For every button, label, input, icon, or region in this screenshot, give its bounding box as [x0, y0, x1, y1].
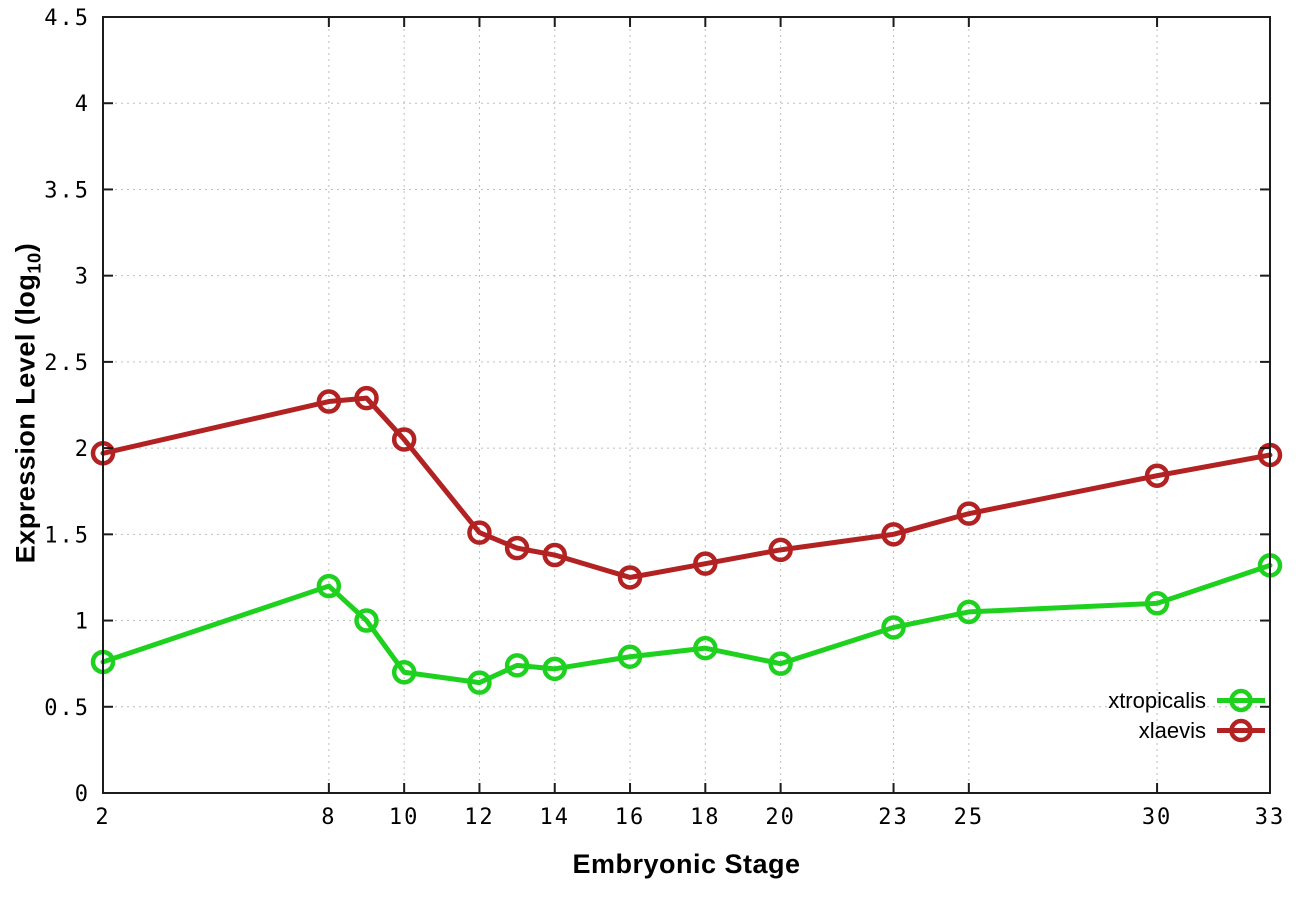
data-point-xtropicalis-stage-12 — [467, 670, 492, 695]
data-point-xtropicalis-stage-14 — [542, 656, 567, 682]
x-tick-label: 14 — [539, 805, 570, 830]
legend: xtropicalis xlaevis — [1108, 686, 1266, 745]
tick-labels: 2 8 10 12 14 16 18 20 23 25 30 33 0 0.5 1 1.5 2 2.5 3 3.5 4 4… — [44, 6, 1286, 830]
series-line-xtropicalis — [100, 562, 1273, 686]
data-point-xlaevis-stage-13 — [504, 535, 530, 561]
data-point-xtropicalis-stage-30 — [1144, 591, 1170, 616]
data-point-xtropicalis-stage-25 — [956, 599, 982, 625]
x-tick-label: 30 — [1142, 805, 1173, 830]
y-tick-label: 0 — [75, 782, 90, 807]
y-axis-title-post: ) — [10, 242, 41, 253]
y-tick-label: 0.5 — [44, 696, 90, 721]
data-point-xtropicalis-stage-16 — [617, 644, 643, 670]
y-tick-label: 4.5 — [44, 6, 90, 31]
legend-label-xtropicalis: xtropicalis — [1108, 687, 1206, 713]
data-point-xlaevis-stage-20 — [768, 537, 793, 563]
x-tick-label: 8 — [321, 805, 336, 830]
x-tick-label: 20 — [765, 805, 796, 830]
data-point-xtropicalis-stage-20 — [768, 651, 793, 676]
y-tick-label: 2 — [75, 437, 90, 462]
x-tick-label: 16 — [615, 805, 646, 830]
y-axis-title-subscript: 10 — [23, 252, 45, 274]
legend-line-marker-icon — [1217, 688, 1265, 713]
data-point-xtropicalis-stage-13 — [504, 653, 530, 678]
x-tick-label: 25 — [954, 805, 985, 830]
data-point-xtropicalis-stage-8 — [316, 573, 342, 599]
x-tick-label: 12 — [464, 805, 495, 830]
data-point-xlaevis-stage-14 — [542, 542, 567, 568]
data-point-xtropicalis-stage-23 — [881, 615, 906, 640]
data-point-xlaevis-stage-10 — [391, 427, 417, 452]
data-point-xlaevis-stage-12 — [467, 520, 492, 545]
legend-label-xlaevis: xlaevis — [1138, 717, 1206, 743]
x-tick-label: 10 — [389, 805, 420, 830]
data-point-xtropicalis-stage-9 — [354, 608, 379, 633]
x-tick-label: 23 — [878, 805, 909, 830]
data-point-xlaevis-stage-8 — [316, 389, 342, 414]
tick-marks — [102, 16, 1271, 794]
data-point-xlaevis-stage-18 — [693, 551, 718, 576]
x-axis-title: Embryonic Stage — [572, 849, 801, 879]
legend-item-xtropicalis: xtropicalis — [1108, 686, 1266, 715]
y-axis-title-pre: Expression Level (log — [10, 273, 41, 564]
y-tick-label: 2.5 — [44, 351, 90, 376]
grid-lines — [103, 17, 1270, 793]
legend-line-marker-icon — [1217, 718, 1265, 743]
y-tick-label: 4 — [75, 92, 90, 117]
y-tick-label: 1.5 — [44, 523, 90, 548]
x-tick-label: 18 — [690, 805, 721, 830]
series-line-xlaevis — [100, 395, 1273, 580]
data-point-xlaevis-stage-25 — [956, 501, 982, 526]
data-point-xlaevis-stage-16 — [617, 565, 643, 590]
data-point-xlaevis-stage-9 — [354, 385, 379, 411]
x-tick-label: 33 — [1255, 805, 1286, 830]
data-point-xtropicalis-stage-10 — [391, 660, 417, 685]
x-tick-label: 2 — [95, 805, 110, 830]
series-xlaevis — [90, 385, 1283, 590]
data-point-xtropicalis-stage-18 — [693, 635, 718, 661]
plot-border — [102, 16, 1271, 794]
y-tick-label: 3.5 — [44, 178, 90, 203]
data-point-xlaevis-stage-23 — [881, 522, 906, 547]
y-axis-title-text: Expression Level (log10) — [10, 243, 45, 564]
y-tick-label: 1 — [75, 610, 90, 635]
y-tick-label: 3 — [75, 265, 90, 290]
data-point-xlaevis-stage-30 — [1144, 463, 1170, 488]
legend-item-xlaevis: xlaevis — [1139, 716, 1266, 745]
series-xtropicalis — [90, 553, 1283, 695]
